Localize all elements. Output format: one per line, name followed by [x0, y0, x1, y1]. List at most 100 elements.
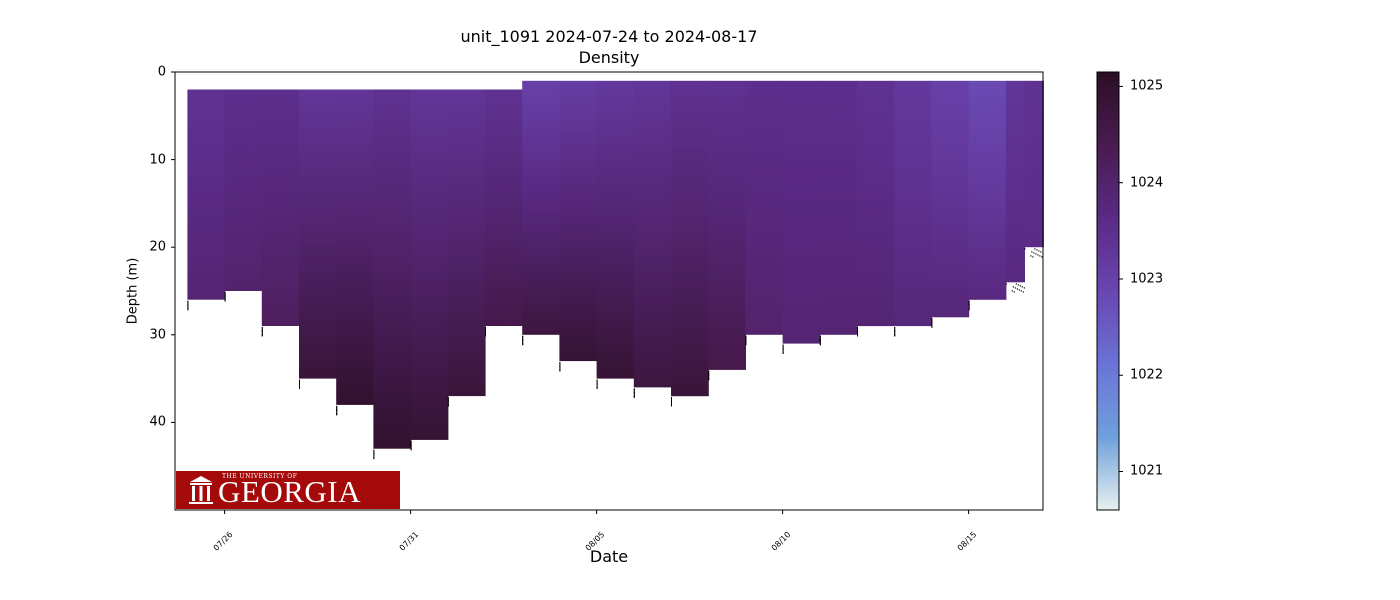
depth-tail-dot — [894, 333, 896, 335]
depth-tail-dot — [299, 383, 300, 385]
depth-tail-dot — [671, 405, 672, 407]
profile-columns — [187, 80, 1044, 460]
depth-tail-dot — [671, 398, 672, 400]
depth-tail-dot — [596, 386, 598, 388]
depth-tail-dot — [968, 306, 970, 309]
depth-tail-dot — [931, 324, 933, 326]
depth-tail-dot — [373, 452, 375, 455]
depth-tail-dot — [708, 371, 710, 374]
depth-tail-dot — [596, 380, 598, 382]
x-axis-label: Date — [589, 547, 629, 566]
depth-tail-dot — [224, 293, 226, 295]
depth-tail-dot — [782, 347, 784, 349]
depth-tail-dot — [224, 297, 226, 299]
y-tick-label: 40 — [149, 414, 166, 430]
depth-tail-dot — [633, 388, 635, 390]
colorbar-tick-label: 1025 — [1130, 78, 1164, 94]
depth-tail-dot — [1032, 256, 1034, 258]
depth-tail-dot — [782, 349, 784, 351]
depth-tail-dot — [373, 455, 375, 458]
depth-tail-dot — [671, 402, 672, 404]
y-tick-label: 20 — [149, 239, 166, 255]
depth-tail-dot — [931, 320, 933, 322]
depth-tail-dot — [410, 445, 412, 448]
profile-column — [596, 80, 635, 379]
depth-tail-dot — [1014, 287, 1016, 289]
logo-small-text: THE UNIVERSITY OF — [222, 473, 298, 480]
depth-tail-dot — [559, 370, 561, 372]
depth-tail-dot — [522, 338, 524, 341]
depth-tail-dot — [894, 328, 896, 330]
depth-tail-dot — [782, 350, 784, 352]
depth-tail-dot — [1041, 256, 1043, 258]
depth-tail-dot — [968, 308, 970, 311]
depth-tail-dot — [931, 322, 933, 324]
depth-tail-dot — [894, 330, 896, 332]
depth-tail-dot — [522, 340, 524, 343]
profile-column — [522, 80, 560, 335]
depth-tail-dot — [745, 342, 747, 345]
depth-tail-dot — [708, 373, 710, 376]
depth-tail-dot — [224, 298, 226, 300]
profile-column — [633, 80, 672, 388]
depth-tail-dot — [485, 333, 486, 335]
depth-tail-dot — [373, 457, 375, 460]
depth-tail-dot — [819, 340, 821, 343]
depth-tail-dot — [596, 387, 598, 389]
depth-tail-dot — [559, 366, 561, 368]
depth-tail-dot — [336, 407, 338, 410]
depth-tail-dot — [596, 385, 598, 387]
depth-tail-dot — [894, 332, 896, 334]
profile-column — [708, 80, 746, 370]
depth-tail-dot — [336, 406, 338, 409]
depth-tail-dot — [968, 301, 970, 304]
depth-tail-dot — [1037, 254, 1039, 256]
depth-tail-dot — [857, 335, 858, 337]
depth-tail-dot — [410, 447, 412, 450]
depth-tail-dot — [373, 450, 375, 453]
depth-tail-dot — [1015, 283, 1017, 285]
depth-tail-dot — [559, 363, 561, 365]
depth-tail-dot — [485, 334, 486, 336]
depth-tail-dot — [1005, 283, 1007, 285]
depth-tail-dot — [187, 305, 189, 308]
depth-tail-dot — [1022, 291, 1024, 293]
depth-tail-dot — [224, 292, 226, 294]
depth-tail-dot — [447, 397, 449, 399]
depth-tail-dot — [857, 333, 858, 335]
depth-tail-dot — [1036, 249, 1038, 251]
depth-tail-dot — [708, 376, 710, 379]
depth-tail-dot — [1020, 290, 1022, 292]
depth-tail-dot — [299, 386, 300, 388]
profile-column — [336, 89, 374, 405]
depth-tail-dot — [819, 341, 821, 344]
depth-tail-dot — [447, 400, 449, 402]
depth-tail-dot — [485, 331, 486, 333]
depth-tail-dot — [671, 404, 672, 406]
depth-tail-dot — [447, 404, 449, 406]
depth-tail-dot — [857, 329, 858, 331]
profile-column — [261, 89, 300, 326]
depth-tail-dot — [745, 337, 747, 340]
depth-tail-dot — [373, 449, 375, 452]
depth-tail-dot — [894, 331, 896, 333]
depth-tail-dot — [782, 344, 784, 346]
depth-tail-dot — [596, 381, 598, 383]
depth-tail-dot — [187, 301, 189, 304]
depth-tail-dot — [1017, 284, 1019, 286]
colorbar-tick-label: 1024 — [1130, 175, 1164, 191]
depth-tail-dot — [633, 389, 635, 391]
depth-tail-dot — [559, 367, 561, 369]
depth-tail-dot — [299, 379, 300, 381]
depth-tail-dot — [373, 454, 375, 457]
depth-tail-dot — [782, 352, 784, 354]
depth-tail-dot — [819, 339, 821, 342]
profile-column — [819, 80, 858, 335]
arch-icon — [189, 476, 213, 504]
depth-tail-dot — [522, 341, 524, 344]
depth-tail-dot — [819, 336, 821, 339]
depth-tail-dot — [1013, 291, 1015, 293]
depth-tail-dot — [968, 305, 970, 308]
depth-tail-dot — [373, 456, 375, 459]
depth-tail-dot — [745, 341, 747, 344]
